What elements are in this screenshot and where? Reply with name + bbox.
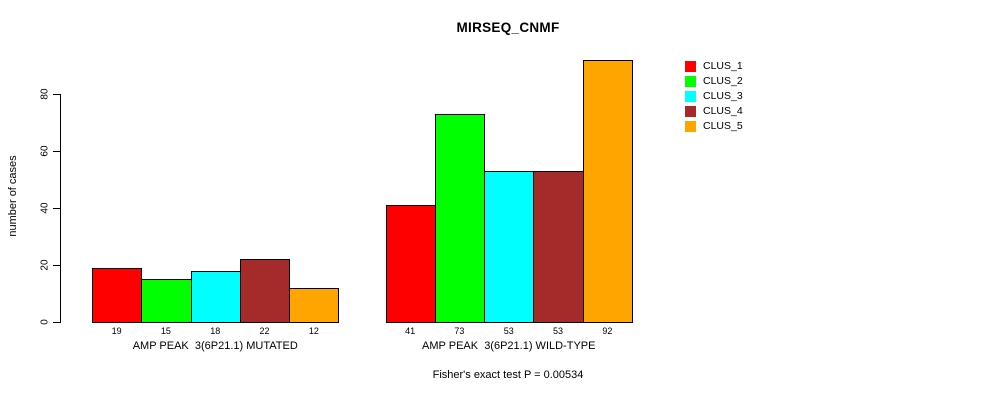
bar-value-label: 53: [553, 326, 564, 336]
y-tick-label: 0: [39, 319, 51, 325]
legend-label: CLUS_2: [703, 75, 743, 87]
bar-clus_4: [239, 259, 291, 323]
y-tick-label: 80: [39, 88, 51, 100]
y-tick-label: 20: [39, 259, 51, 271]
bar-value-label: 15: [160, 326, 171, 336]
group-label: AMP PEAK 3(6P21.1) WILD-TYPE: [422, 340, 596, 352]
legend-label: CLUS_4: [703, 105, 743, 117]
bar-clus_3: [190, 270, 241, 323]
y-tick: [53, 208, 60, 209]
legend-label: CLUS_1: [703, 60, 743, 72]
bar-clus_1: [92, 267, 143, 323]
bar-clus_3: [484, 170, 535, 323]
bar-value-label: 92: [602, 326, 613, 336]
y-tick: [53, 151, 60, 152]
legend-swatch-clus_2: [685, 76, 696, 87]
bar-clus_5: [582, 59, 633, 323]
legend-label: CLUS_3: [703, 90, 743, 102]
y-tick: [53, 94, 60, 95]
y-tick-label: 40: [39, 202, 51, 214]
annotation-text: Fisher's exact test P = 0.00534: [432, 369, 584, 381]
bar-value-label: 53: [503, 326, 514, 336]
bar-value-label: 73: [454, 326, 465, 336]
bar-value-label: 12: [308, 326, 319, 336]
y-tick-label: 60: [39, 145, 51, 157]
bar-value-label: 18: [210, 326, 221, 336]
chart-title: MIRSEQ_CNMF: [456, 20, 560, 35]
bar-value-label: 19: [111, 326, 122, 336]
bar-value-label: 41: [405, 326, 416, 336]
bar-clus_5: [289, 287, 340, 323]
y-axis-label: number of cases: [7, 155, 19, 237]
legend-swatch-clus_1: [685, 61, 696, 72]
bar-clus_4: [533, 170, 584, 323]
bar-clus_2: [434, 113, 486, 323]
legend-swatch-clus_3: [685, 91, 696, 102]
bar-value-label: 22: [259, 326, 270, 336]
legend-swatch-clus_4: [685, 106, 696, 117]
legend-swatch-clus_5: [685, 121, 696, 132]
legend-label: CLUS_5: [703, 120, 743, 132]
y-tick: [53, 322, 60, 323]
bar-clus_2: [141, 279, 192, 323]
y-axis-line: [60, 94, 61, 323]
group-label: AMP PEAK 3(6P21.1) MUTATED: [132, 340, 298, 352]
y-tick: [53, 265, 60, 266]
bar-clus_1: [385, 205, 436, 323]
